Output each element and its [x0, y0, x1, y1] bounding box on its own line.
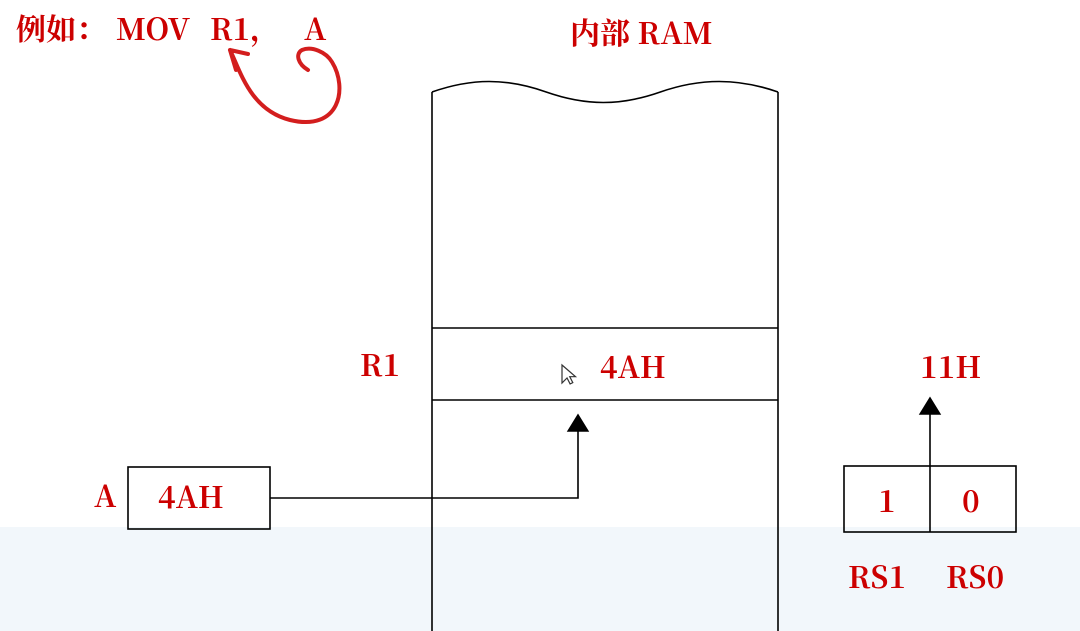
addr-11h: 11H [920, 343, 981, 387]
r1-label: R1 [360, 341, 400, 385]
ram-title: 内部 RAM [570, 9, 713, 53]
annotation-arrow [230, 49, 339, 122]
bottom-band [0, 527, 1080, 631]
example-instr-3: A [304, 5, 327, 49]
arrow-a-to-r1 [270, 415, 588, 498]
a-value: 4AH [158, 473, 224, 517]
rs0-value: 0 [962, 477, 980, 521]
example-instr-2: R1， [210, 5, 280, 49]
cursor-icon [562, 365, 576, 384]
diagram-canvas: 例如： MOV R1， A 内部 RAM R1 4AH 11H A 4AH 1 … [0, 0, 1080, 631]
rs1-label: RS1 [848, 553, 906, 597]
example-instr-1: MOV [116, 5, 190, 49]
rs1-value: 1 [878, 477, 896, 521]
rs0-label: RS0 [946, 553, 1004, 597]
r1-value: 4AH [600, 343, 666, 387]
a-label: A [94, 472, 117, 516]
arrow-rs-to-addr [920, 398, 940, 466]
example-prefix: 例如： [16, 5, 106, 49]
rs-box-group [844, 466, 1016, 532]
